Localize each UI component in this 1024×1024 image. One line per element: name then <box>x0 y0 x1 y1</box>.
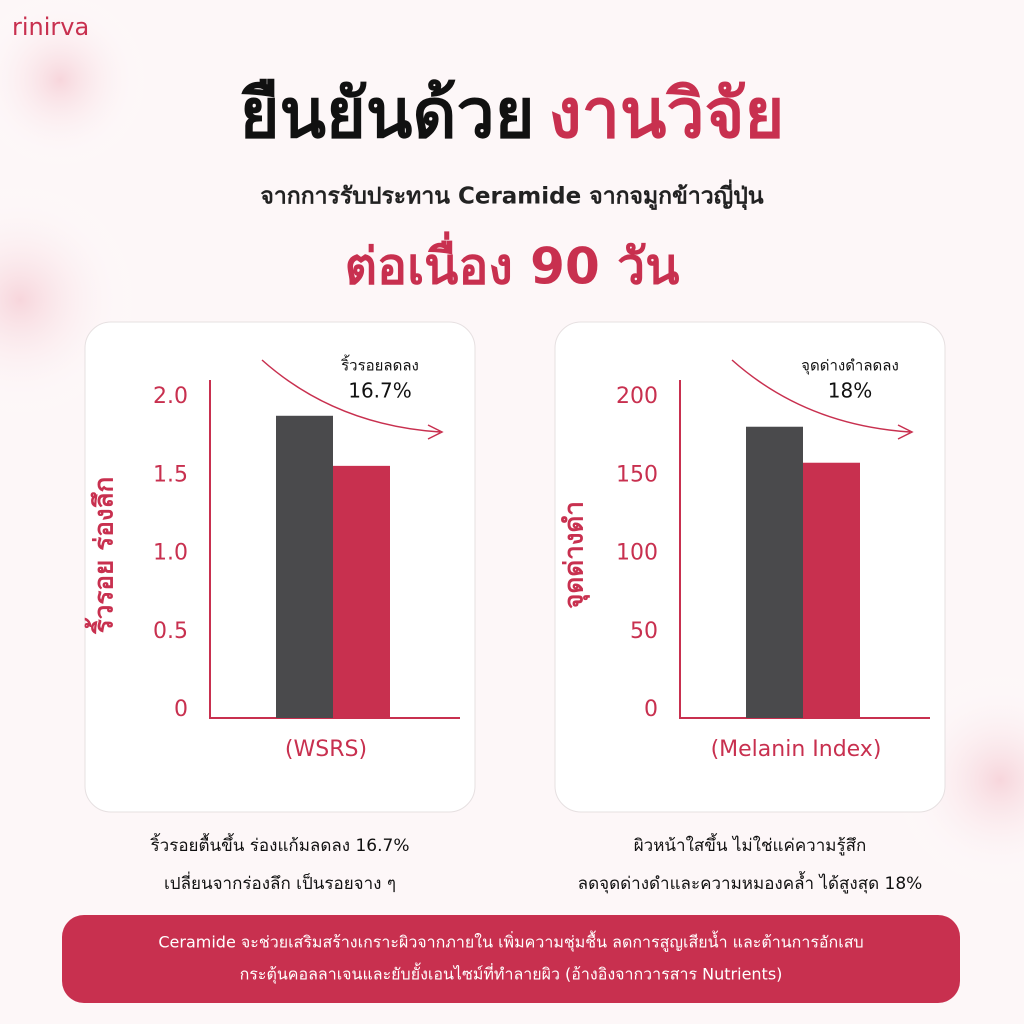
y-tick-label: 0.5 <box>153 619 188 644</box>
y-tick-label: 1.5 <box>153 462 188 487</box>
y-tick-label: 150 <box>616 462 658 487</box>
bar <box>333 465 390 718</box>
y-axis-label: จุดด่างดำ <box>560 501 591 609</box>
y-tick-label: 200 <box>616 384 658 409</box>
title: ยืนยันด้วย งานวิจัย <box>240 75 785 154</box>
decor <box>0 0 150 170</box>
caption: เปลี่ยนจากร่องลึก เป็นรอยจาง ๆ <box>164 871 396 894</box>
caption: ผิวหน้าใสขึ้น ไม่ใช่แค่ความรู้สึก <box>634 833 867 856</box>
bar <box>746 426 803 718</box>
y-tick-label: 1.0 <box>153 541 188 566</box>
annotation: จุดด่างดำลดลง <box>801 357 899 376</box>
annotation-value: 18% <box>828 379 872 403</box>
title-black: ยืนยันด้วย <box>240 75 535 154</box>
subtitle: จากการรับประทาน Ceramide จากจมูกข้าวญี่ป… <box>260 179 763 211</box>
duration: ต่อเนื่อง 90 วัน <box>345 232 680 296</box>
y-tick-label: 0 <box>644 697 658 722</box>
x-axis-label: (WSRS) <box>285 737 367 762</box>
x-axis-label: (Melanin Index) <box>711 737 882 762</box>
footer-banner <box>62 915 960 1003</box>
y-axis-label: ริ้วรอย ร่องลึก <box>84 477 120 634</box>
y-tick-label: 100 <box>616 541 658 566</box>
bar <box>276 415 333 718</box>
brand-logo: rinirva <box>12 13 89 41</box>
y-tick-label: 0 <box>174 697 188 722</box>
bar <box>803 462 860 718</box>
trend-arrow <box>731 359 914 440</box>
y-tick-label: 50 <box>630 619 658 644</box>
caption: ลดจุดด่างดำและความหมองคล้ำ ได้สูงสุด 18% <box>578 871 923 894</box>
caption: ริ้วรอยตื้นขึ้น ร่องแก้มลดลง 16.7% <box>150 833 410 856</box>
footer-line: กระตุ้นคอลลาเจนและยับยั้งเอนไซม์ที่ทำลาย… <box>240 963 783 985</box>
y-tick-label: 2.0 <box>153 384 188 409</box>
annotation: ริ้วรอยลดลง <box>340 355 419 375</box>
footer-line: Ceramide จะช่วยเสริมสร้างเกราะผิวจากภายใ… <box>158 931 863 953</box>
trend-arrow <box>261 359 444 440</box>
title-red: งานวิจัย <box>549 75 785 154</box>
annotation-value: 16.7% <box>348 379 412 403</box>
